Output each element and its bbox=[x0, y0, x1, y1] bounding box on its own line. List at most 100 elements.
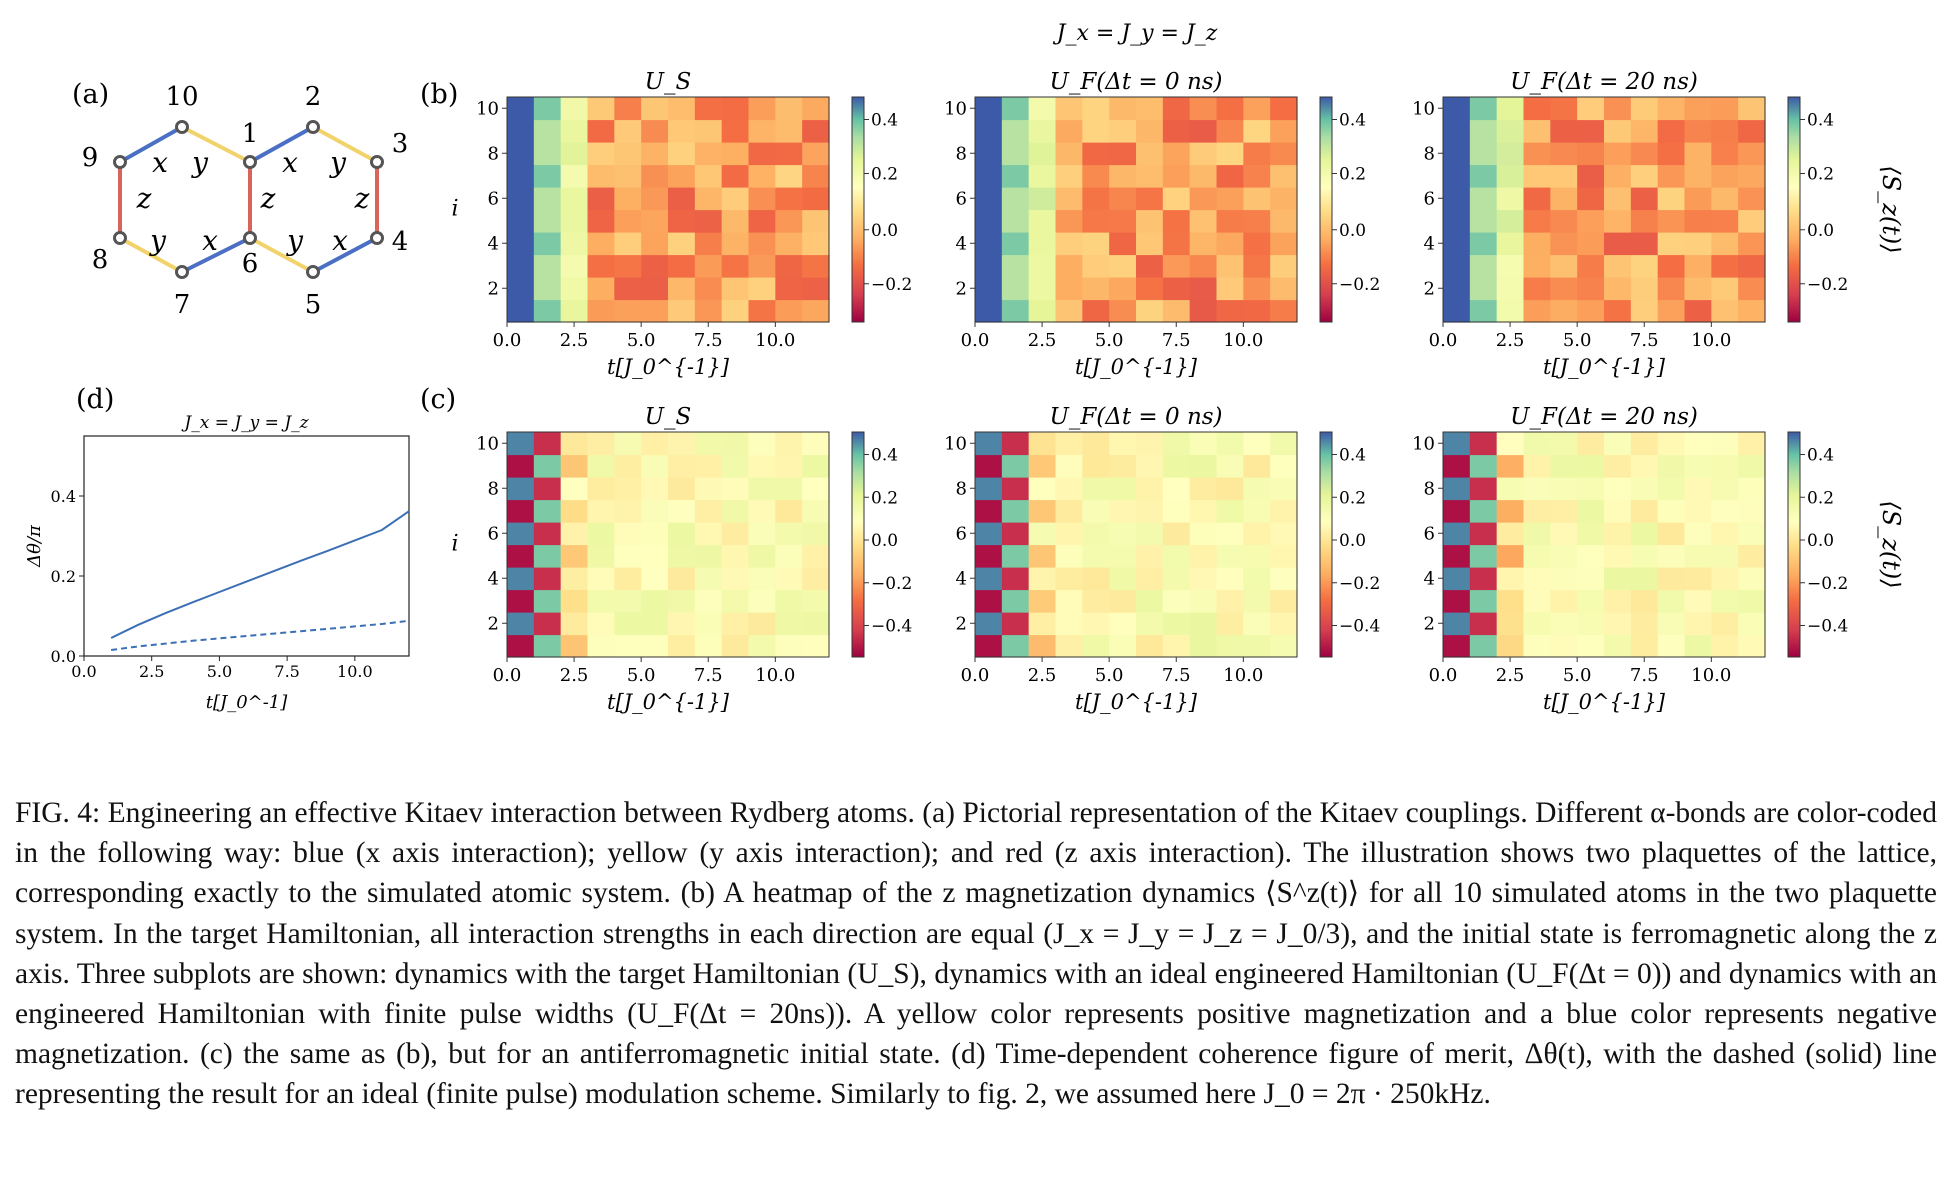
x-tick-label: 10.0 bbox=[337, 662, 373, 681]
heatmap-cell bbox=[1136, 567, 1164, 591]
heatmap-cell bbox=[1738, 299, 1766, 323]
heatmap-cell bbox=[775, 612, 803, 636]
heatmap-cell bbox=[721, 164, 750, 188]
heatmap-cell bbox=[1550, 544, 1578, 568]
colorbar bbox=[851, 431, 865, 658]
heatmap-cell bbox=[1523, 589, 1551, 613]
y-tick-label: 8 bbox=[1424, 478, 1435, 499]
heatmap-cell bbox=[1243, 589, 1271, 613]
heatmap-cell bbox=[1469, 187, 1498, 211]
heatmap-cell bbox=[775, 544, 803, 568]
heatmap-cell bbox=[1028, 164, 1057, 188]
heatmap-cell bbox=[507, 634, 535, 658]
heatmap-cell bbox=[802, 142, 830, 166]
bond-label: y bbox=[328, 146, 347, 179]
heatmap-cell bbox=[1711, 232, 1739, 256]
heatmap-cell bbox=[641, 97, 669, 121]
heatmap-cell bbox=[1443, 299, 1471, 323]
heatmap-cell bbox=[1270, 142, 1298, 166]
heatmap-cell bbox=[560, 522, 589, 546]
heatmap-cell bbox=[1001, 277, 1030, 301]
bond-label: y bbox=[190, 146, 209, 179]
heatmap-cell bbox=[1189, 612, 1218, 636]
heatmap-cell bbox=[748, 277, 776, 301]
heatmap-cell bbox=[507, 589, 535, 613]
heatmap-cell bbox=[694, 254, 723, 278]
heatmap-cell bbox=[975, 164, 1003, 188]
heatmap-cell bbox=[1684, 187, 1712, 211]
heatmap-cell bbox=[1577, 589, 1605, 613]
heatmap-cell bbox=[1630, 522, 1659, 546]
heatmap-cell bbox=[1109, 187, 1137, 211]
heatmap-cell bbox=[1630, 544, 1659, 568]
heatmap-cell bbox=[1028, 544, 1057, 568]
heatmap-cell bbox=[775, 164, 803, 188]
heatmap-cell bbox=[694, 499, 723, 523]
node-label: 8 bbox=[92, 245, 109, 275]
heatmap-cell bbox=[1630, 142, 1659, 166]
heatmap-cell bbox=[1216, 589, 1244, 613]
colorbar-tick-label: 0.0 bbox=[1807, 221, 1834, 241]
heatmap-cell bbox=[1523, 299, 1551, 323]
heatmap-cell bbox=[1243, 454, 1271, 478]
heatmap-cell bbox=[641, 499, 669, 523]
heatmap-frame bbox=[974, 431, 1298, 658]
heatmap-cell bbox=[1630, 187, 1659, 211]
heatmap-cell bbox=[560, 299, 589, 323]
heatmap-cell bbox=[1443, 164, 1471, 188]
heatmap-cell bbox=[1550, 567, 1578, 591]
heatmap-cell bbox=[1216, 454, 1244, 478]
heatmap-cell bbox=[1109, 119, 1137, 143]
heatmap-cell bbox=[1028, 522, 1057, 546]
colorbar-tick-label: −0.2 bbox=[1339, 275, 1380, 295]
heatmap-cell bbox=[1604, 477, 1632, 501]
heatmap-cell bbox=[1001, 164, 1030, 188]
heatmap-cell bbox=[507, 454, 535, 478]
heatmap-cell bbox=[1055, 119, 1083, 143]
heatmap-cell bbox=[507, 477, 535, 501]
heatmap-cell bbox=[1550, 232, 1578, 256]
heatmap-cell bbox=[1630, 232, 1659, 256]
heatmap-cell bbox=[1684, 454, 1712, 478]
heatmap-cell bbox=[1550, 299, 1578, 323]
x-tick-label: 7.5 bbox=[1630, 665, 1659, 686]
heatmap-cell bbox=[560, 612, 589, 636]
x-tick-label: 7.5 bbox=[694, 330, 723, 351]
heatmap-cell bbox=[1162, 164, 1191, 188]
heatmap-cell bbox=[1630, 612, 1659, 636]
heatmap-cell bbox=[1216, 567, 1244, 591]
heatmap-cell bbox=[1550, 142, 1578, 166]
heatmap-cell bbox=[614, 209, 642, 233]
heatmap-cell bbox=[1216, 209, 1244, 233]
heatmap-cell bbox=[587, 209, 615, 233]
heatmap-cell bbox=[802, 432, 830, 456]
heatmap-cell bbox=[1082, 634, 1110, 658]
bond-label: z bbox=[136, 182, 152, 215]
heatmap-cell bbox=[641, 232, 669, 256]
heatmap-cell bbox=[1270, 119, 1298, 143]
heatmap-cell bbox=[1055, 209, 1083, 233]
heatmap-title: U_F(Δt = 0 ns) bbox=[1049, 404, 1222, 430]
colorbar-tick-label: 0.0 bbox=[871, 221, 898, 241]
heatmap-cell bbox=[802, 589, 830, 613]
heatmap-cell bbox=[1657, 254, 1686, 278]
y-axis-label: i bbox=[451, 197, 458, 222]
heatmap-cell bbox=[775, 299, 803, 323]
heatmap-cell bbox=[1082, 209, 1110, 233]
heatmap-cell bbox=[1189, 589, 1218, 613]
heatmap-cell bbox=[1604, 209, 1632, 233]
heatmap-cell bbox=[1657, 97, 1686, 121]
heatmap-cell bbox=[1001, 119, 1030, 143]
heatmap-cell bbox=[1443, 277, 1471, 301]
heatmap-cell bbox=[1496, 544, 1525, 568]
bond-label: y bbox=[285, 224, 304, 257]
heatmap-cell bbox=[1738, 589, 1766, 613]
heatmap-cell bbox=[614, 97, 642, 121]
x-tick-label: 5.0 bbox=[627, 330, 656, 351]
heatmap-cell bbox=[1550, 612, 1578, 636]
heatmap-cell bbox=[802, 499, 830, 523]
heatmap-cell bbox=[1055, 277, 1083, 301]
y-tick-label: 4 bbox=[956, 233, 967, 254]
heatmap-cell bbox=[1550, 187, 1578, 211]
heatmap-cell bbox=[1001, 634, 1030, 658]
